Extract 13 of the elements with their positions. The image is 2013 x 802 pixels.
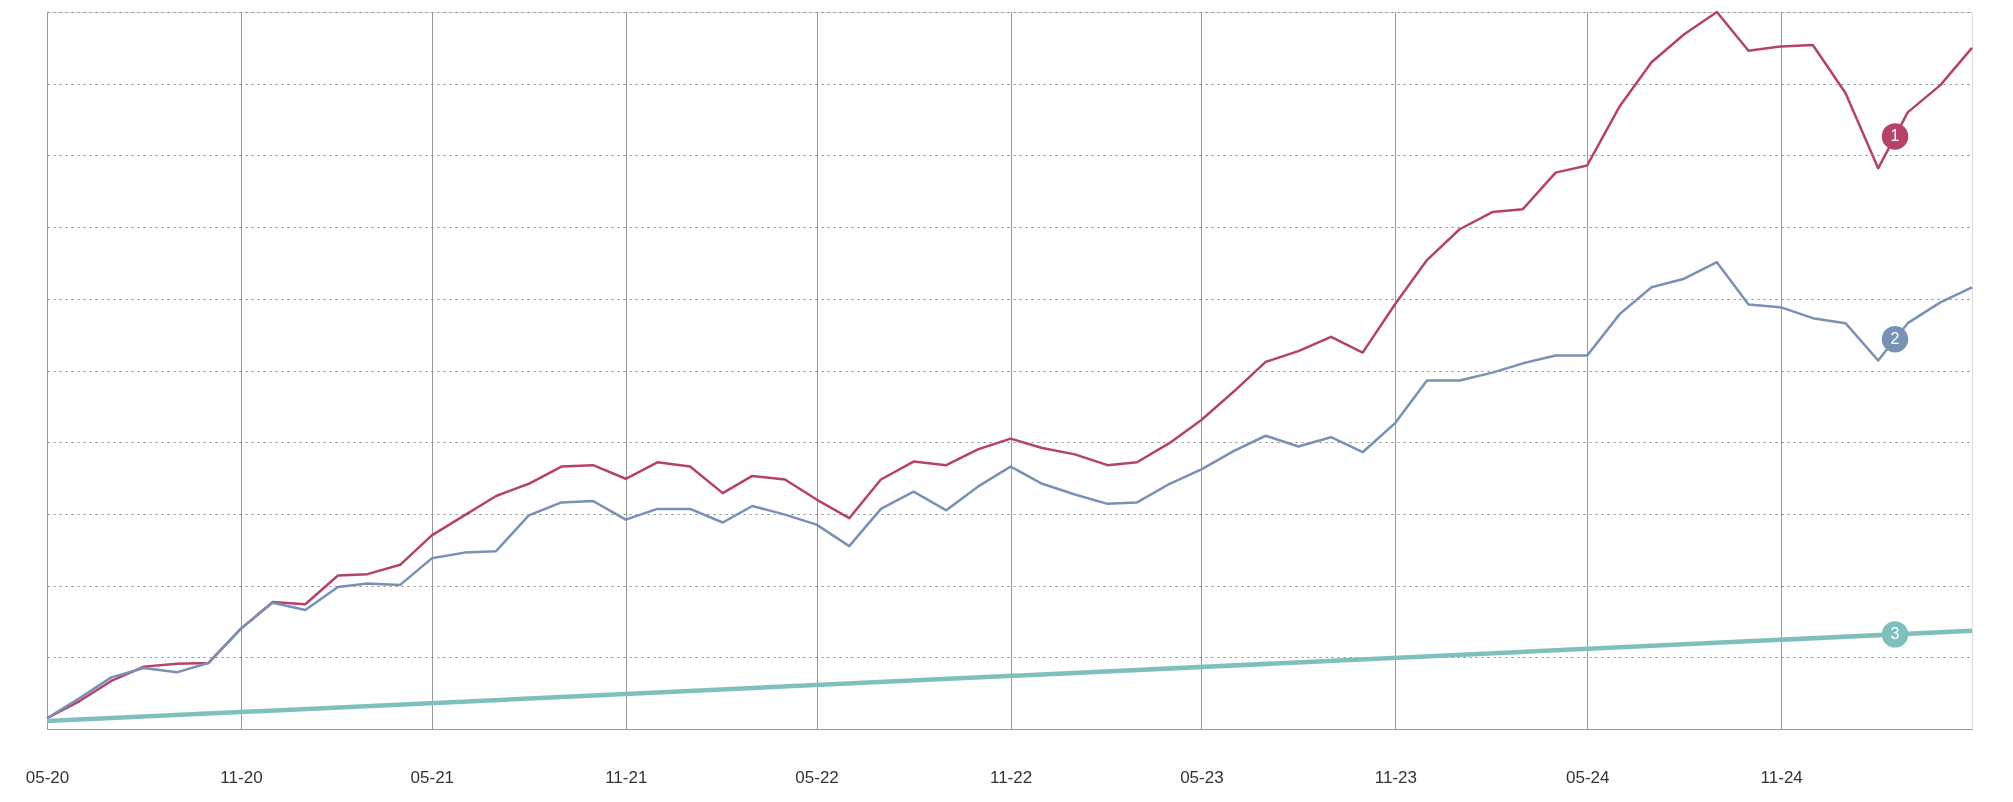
series-label: 3 xyxy=(1890,625,1900,643)
x-tick-label: 05-22 xyxy=(795,767,839,787)
x-tick-label: 05-23 xyxy=(1180,767,1224,787)
x-tick-label: 05-21 xyxy=(410,767,455,787)
series-label: 1 xyxy=(1890,127,1900,145)
x-tick-label: 11-24 xyxy=(1760,767,1803,787)
x-tick-label: 11-21 xyxy=(605,767,648,787)
x-tick-label: 11-22 xyxy=(989,767,1033,787)
x-tick-label: 11-20 xyxy=(220,767,263,787)
x-tick-label: 05-24 xyxy=(1565,767,1610,787)
series-label: 2 xyxy=(1890,330,1900,348)
x-tick-label: 11-23 xyxy=(1374,767,1417,787)
x-tick-label: 05-20 xyxy=(25,767,70,787)
